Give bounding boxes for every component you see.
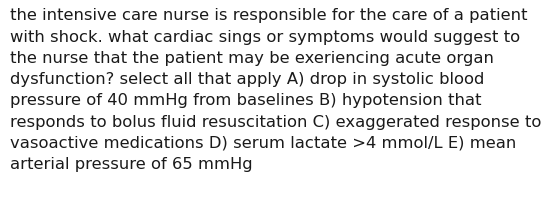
Text: the intensive care nurse is responsible for the care of a patient
with shock. wh: the intensive care nurse is responsible …: [10, 8, 541, 172]
